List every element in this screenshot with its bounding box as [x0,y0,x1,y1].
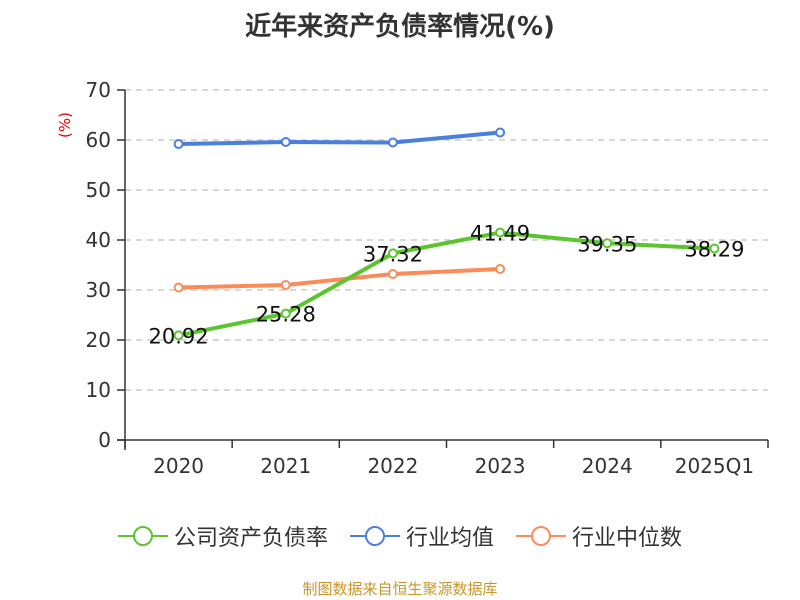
legend-line-circle-icon [117,526,168,546]
legend-label: 行业均值 [405,526,494,551]
x-tick-label: 2023 [475,454,526,478]
series-line [178,230,715,338]
data-point[interactable] [173,330,184,341]
y-tick-label: 20 [86,328,111,352]
y-tick-label: 60 [86,128,111,152]
legend-item-company[interactable]: 公司资产负债率 [117,520,328,552]
series-line [178,267,501,290]
x-tick-label: 2024 [582,454,633,478]
data-point[interactable] [495,127,506,138]
data-point[interactable] [602,238,613,249]
data-point[interactable] [280,280,291,290]
data-label: 25.28 [256,303,316,327]
data-point[interactable] [280,308,291,319]
legend-label: 公司资产负债率 [173,526,328,551]
series-line [178,130,501,146]
data-label: 38.29 [684,238,744,262]
y-tick-label: 70 [86,78,111,102]
chart-title: 近年来资产负债率情况(%) [245,12,555,42]
data-point[interactable] [173,139,184,149]
x-tick-label: 2025Q1 [675,454,754,478]
y-tick-label: 30 [86,278,111,302]
x-tick-label: 2022 [367,454,418,478]
data-label: 41.49 [470,222,530,246]
x-tick-label: 2020 [153,454,204,478]
legend-line-circle-icon [516,526,566,546]
data-source-note: 制图数据来自恒生聚源数据库 [302,580,498,598]
data-label: 20.92 [149,324,209,348]
y-tick-label: 40 [86,228,111,252]
data-label: 39.35 [577,232,637,256]
data-point[interactable] [387,248,398,259]
y-tick-label: 10 [86,378,111,402]
legend-label: 行业中位数 [572,526,683,551]
data-point[interactable] [495,227,506,238]
data-point[interactable] [709,243,720,254]
data-point[interactable] [495,264,506,274]
data-label: 37.32 [363,242,423,266]
legend: 公司资产负债率 行业均值 行业中位数 [0,520,800,552]
data-point[interactable] [387,269,398,279]
legend-line-circle-icon [349,526,400,546]
data-point[interactable] [280,137,291,147]
data-point[interactable] [387,137,398,148]
y-tick-label: 0 [98,428,111,452]
legend-item-industry-median[interactable]: 行业中位数 [516,520,682,552]
x-tick-label: 2021 [260,454,311,478]
legend-item-industry-avg[interactable]: 行业均值 [349,520,494,552]
data-point[interactable] [173,282,184,293]
y-axis-unit-label: (%) [56,112,74,138]
y-tick-label: 50 [86,178,111,202]
